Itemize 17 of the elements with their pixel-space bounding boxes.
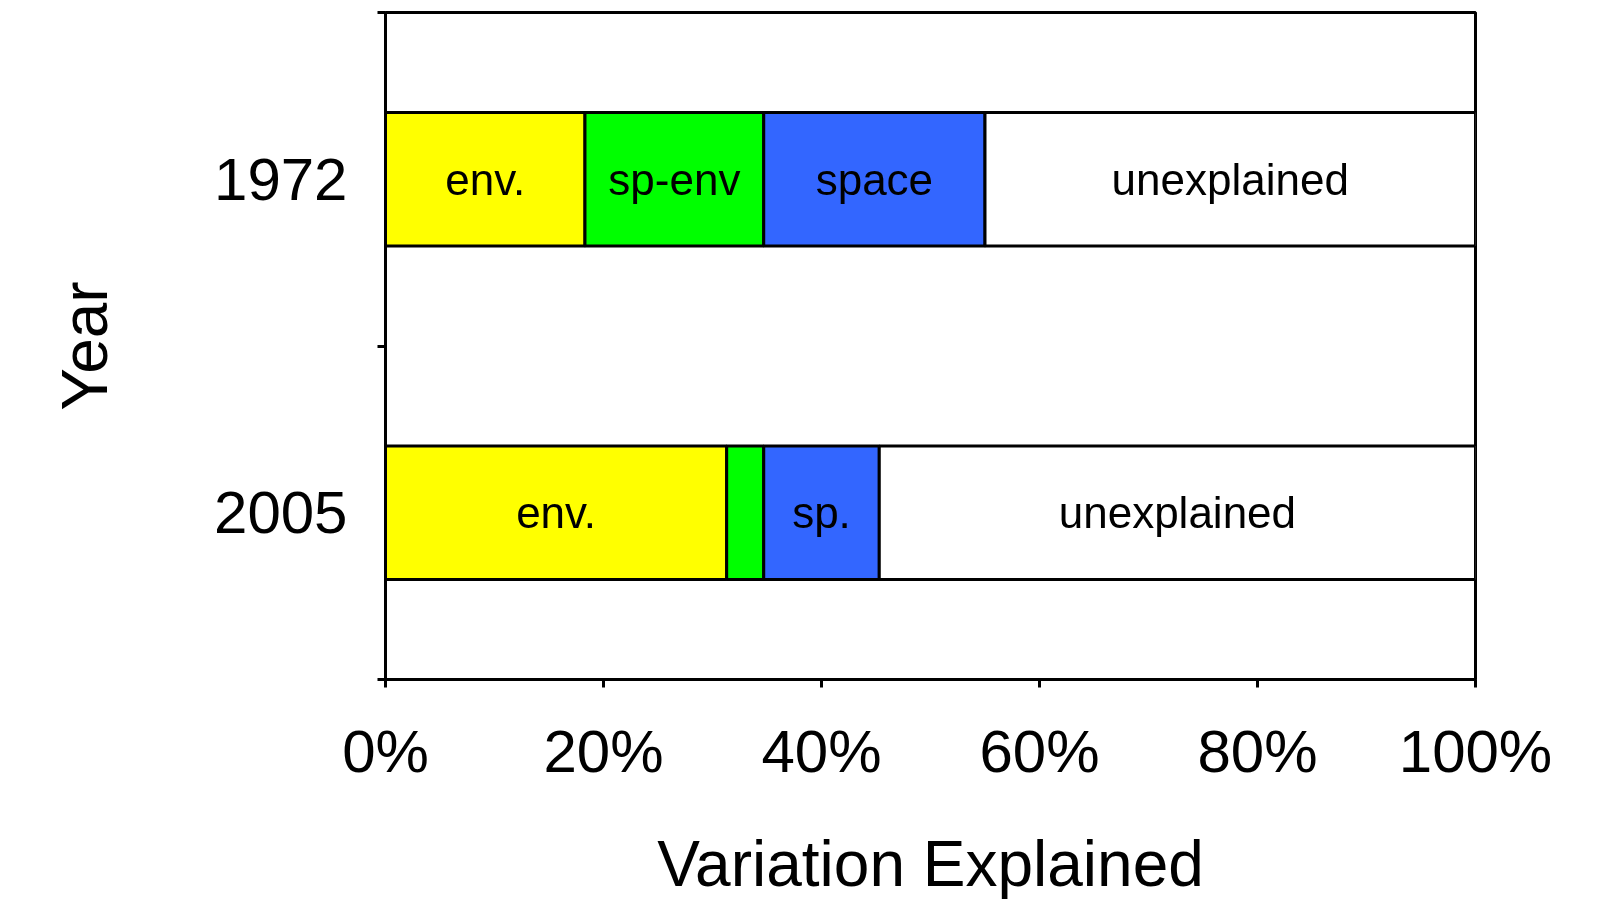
x-tick-label: 40% bbox=[761, 717, 882, 785]
x-tick-label: 60% bbox=[979, 717, 1100, 785]
data-label: sp-env bbox=[608, 154, 741, 204]
data-label: env. bbox=[445, 154, 526, 204]
x-tick-label: 0% bbox=[342, 717, 429, 785]
y-tick-label: 2005 bbox=[214, 479, 348, 547]
x-tick-label: 100% bbox=[1398, 717, 1553, 785]
x-tick-label: 80% bbox=[1197, 717, 1318, 785]
data-label: env. bbox=[516, 488, 597, 538]
data-label: unexplained bbox=[1111, 154, 1349, 204]
data-label: unexplained bbox=[1058, 488, 1297, 538]
x-axis-title: Variation Explained bbox=[657, 827, 1204, 900]
data-label: sp. bbox=[792, 488, 851, 538]
x-tick-label: 20% bbox=[543, 717, 664, 785]
data-label: space bbox=[815, 154, 934, 204]
y-axis-title: Year bbox=[49, 281, 122, 411]
y-tick-label: 1972 bbox=[214, 145, 348, 213]
